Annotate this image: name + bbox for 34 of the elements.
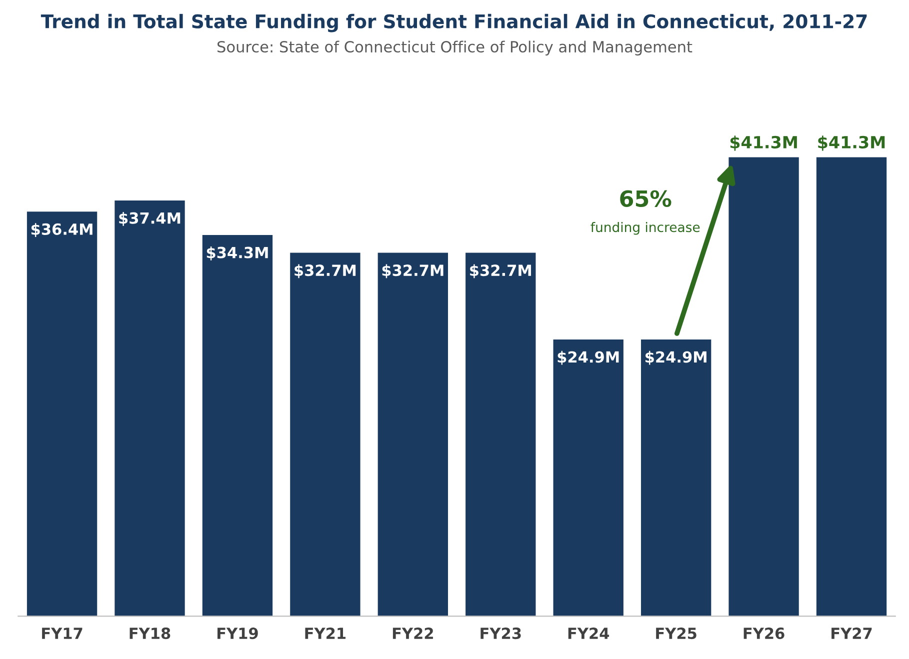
- data-label: $41.3M: [818, 136, 885, 151]
- annotation: 65%: [620, 190, 672, 208]
- bar: [202, 235, 273, 616]
- data-label: $41.3M: [730, 136, 797, 151]
- x-tick-label: FY21: [305, 628, 346, 639]
- bar: [26, 212, 98, 616]
- data-label: $24.9M: [646, 350, 706, 365]
- annotation: funding increase: [590, 222, 700, 235]
- x-tick-label: FY26: [744, 628, 784, 640]
- data-label: $32.7M: [470, 264, 531, 278]
- data-label: $37.4M: [119, 212, 180, 226]
- x-tick-label: FY25: [656, 628, 696, 640]
- x-tick-label: FY19: [218, 628, 258, 640]
- chart-title: Trend in Total State Funding for Student Financial Aid in Connecticut, 2011-27: [40, 14, 867, 32]
- bar: [114, 200, 185, 616]
- bar: [290, 252, 360, 616]
- data-label: $32.7M: [294, 264, 356, 278]
- x-tick-label: FY24: [568, 628, 610, 639]
- x-tick-label: FY18: [130, 628, 170, 640]
- bar: [816, 157, 887, 616]
- data-label: $24.9M: [558, 350, 619, 365]
- x-tick-label: FY22: [392, 628, 433, 639]
- bar: [728, 157, 799, 616]
- x-tick-label: FY17: [42, 628, 82, 639]
- data-label: $32.7M: [382, 264, 444, 278]
- x-tick-label: FY27: [832, 628, 872, 639]
- bar: [378, 252, 448, 616]
- data-label: $34.3M: [206, 246, 268, 260]
- x-tick-label: FY23: [480, 628, 521, 640]
- bar: [640, 339, 712, 616]
- chart-subtitle: Source: State of Connecticut Office of Policy and Management: [218, 40, 692, 56]
- bar: [466, 252, 536, 616]
- bar: [553, 339, 624, 616]
- data-label: $36.4M: [31, 223, 92, 237]
